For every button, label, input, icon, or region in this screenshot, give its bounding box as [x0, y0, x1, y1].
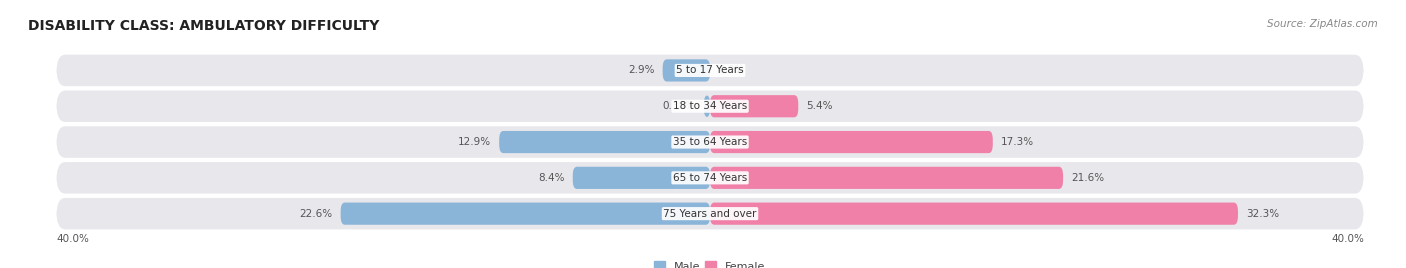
Text: DISABILITY CLASS: AMBULATORY DIFFICULTY: DISABILITY CLASS: AMBULATORY DIFFICULTY: [28, 19, 380, 33]
Text: 21.6%: 21.6%: [1071, 173, 1104, 183]
FancyBboxPatch shape: [710, 167, 1063, 189]
FancyBboxPatch shape: [56, 91, 1364, 122]
Text: 40.0%: 40.0%: [56, 234, 89, 244]
Text: 65 to 74 Years: 65 to 74 Years: [673, 173, 747, 183]
FancyBboxPatch shape: [56, 162, 1364, 193]
Text: 40.0%: 40.0%: [1331, 234, 1364, 244]
FancyBboxPatch shape: [710, 131, 993, 153]
FancyBboxPatch shape: [56, 126, 1364, 158]
Text: Source: ZipAtlas.com: Source: ZipAtlas.com: [1267, 19, 1378, 29]
Text: 2.9%: 2.9%: [628, 65, 654, 75]
Text: 0.0%: 0.0%: [718, 65, 744, 75]
Text: 8.4%: 8.4%: [538, 173, 565, 183]
Text: 5 to 17 Years: 5 to 17 Years: [676, 65, 744, 75]
FancyBboxPatch shape: [340, 203, 710, 225]
Legend: Male, Female: Male, Female: [654, 261, 766, 268]
Text: 35 to 64 Years: 35 to 64 Years: [673, 137, 747, 147]
FancyBboxPatch shape: [704, 95, 710, 117]
Text: 75 Years and over: 75 Years and over: [664, 209, 756, 219]
FancyBboxPatch shape: [56, 55, 1364, 86]
Text: 5.4%: 5.4%: [807, 101, 832, 111]
Text: 12.9%: 12.9%: [458, 137, 491, 147]
FancyBboxPatch shape: [710, 95, 799, 117]
FancyBboxPatch shape: [56, 198, 1364, 229]
FancyBboxPatch shape: [572, 167, 710, 189]
FancyBboxPatch shape: [710, 203, 1237, 225]
Text: 17.3%: 17.3%: [1001, 137, 1033, 147]
Text: 32.3%: 32.3%: [1246, 209, 1279, 219]
Text: 0.38%: 0.38%: [662, 101, 696, 111]
FancyBboxPatch shape: [499, 131, 710, 153]
Text: 22.6%: 22.6%: [299, 209, 332, 219]
FancyBboxPatch shape: [662, 59, 710, 81]
Text: 18 to 34 Years: 18 to 34 Years: [673, 101, 747, 111]
